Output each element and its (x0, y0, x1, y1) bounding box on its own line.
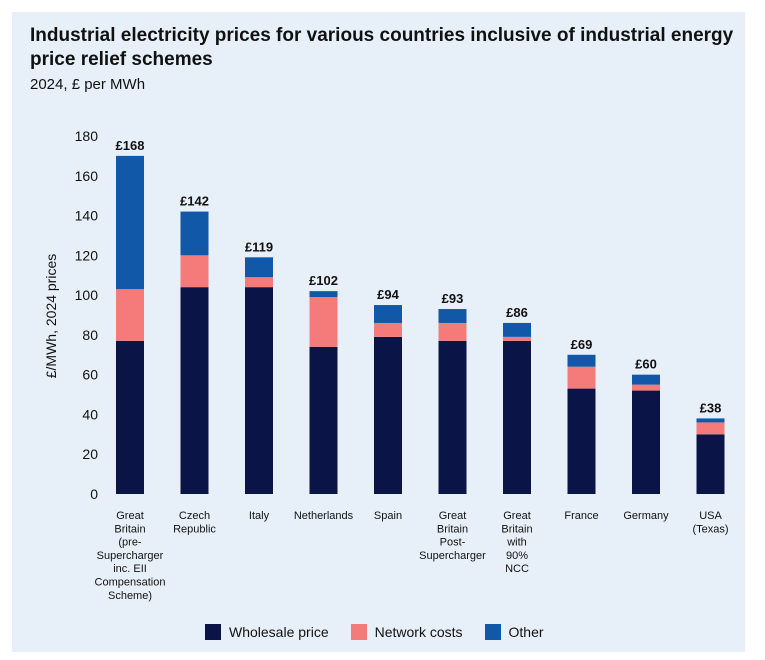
bar-chart: £/MWh, 2024 prices 0 20 40 60 80 100 120 140 160… (43, 128, 729, 602)
bar-segment (245, 277, 273, 288)
bar-segment (696, 418, 725, 423)
legend: Wholesale price Network costs Other (205, 624, 544, 640)
data-label: £102 (309, 273, 338, 288)
bar-segment (503, 336, 531, 341)
data-label: £168 (116, 138, 145, 153)
bar-segment (632, 390, 660, 494)
chart-title: Industrial electricity prices for variou… (30, 25, 734, 70)
y-tick-label: 20 (82, 446, 98, 462)
data-label: £119 (245, 239, 273, 254)
x-tick-label: Great Britain Post-Supercharger (419, 510, 486, 562)
bar-segment (116, 289, 144, 341)
x-tick-label: Czech Republic (173, 510, 216, 535)
bar-segment (503, 340, 531, 494)
y-tick-label: 140 (75, 208, 99, 224)
bar-segment (567, 354, 596, 367)
data-label: £86 (506, 305, 528, 320)
legend-swatch-wholesale (205, 624, 221, 640)
bar-segment (696, 422, 725, 435)
bar-segment (438, 340, 467, 494)
x-tick-label: Great Britain with 90% NCC (501, 510, 532, 575)
legend-swatch-other (484, 624, 501, 640)
y-tick-label: 0 (90, 486, 98, 502)
bar-segment (309, 291, 338, 298)
legend-label-network: Network costs (374, 624, 463, 640)
bar-segment (438, 309, 467, 323)
data-label: £69 (571, 337, 593, 352)
y-tick-label: 80 (82, 327, 98, 343)
data-label: £60 (635, 357, 657, 372)
x-tick-label: Great Britain (pre-Supercharger inc. EII Com… (95, 510, 166, 602)
legend-label-other: Other (508, 624, 544, 640)
bar-segment (438, 322, 467, 341)
x-tick-label: Netherlands (294, 510, 354, 522)
data-label: £93 (442, 291, 464, 306)
bar-segment (245, 257, 273, 278)
y-axis: 0 20 40 60 80 100 120 140 160 180 (75, 128, 99, 502)
bar-segment (180, 287, 209, 494)
x-tick-label: USA (Texas) (692, 510, 728, 535)
data-label: £142 (180, 194, 209, 209)
x-tick-label: France (564, 510, 598, 522)
bar-segment (696, 434, 725, 494)
bars (116, 155, 725, 494)
y-tick-label: 120 (75, 247, 99, 263)
y-tick-label: 100 (75, 287, 99, 303)
data-label: £94 (377, 287, 399, 302)
bar-segment (180, 211, 209, 256)
bar-segment (374, 305, 402, 323)
legend-item-network: Network costs (350, 624, 463, 640)
bar-segment (632, 374, 660, 385)
data-labels: £168 £142 £119 £102 £94 £93 £86 £69 £60 £38 (116, 138, 722, 416)
x-axis: Great Britain (pre-Supercharger inc. EII Com… (95, 510, 729, 602)
bar-segment (374, 322, 402, 337)
x-tick-label: Italy (249, 510, 270, 522)
bar-segment (309, 346, 338, 494)
legend-swatch-network (350, 624, 367, 640)
legend-item-other: Other (484, 624, 544, 640)
legend-label-wholesale: Wholesale price (229, 624, 329, 640)
x-tick-label: Germany (623, 510, 669, 522)
legend-item-wholesale: Wholesale price (205, 624, 329, 640)
y-tick-label: 40 (82, 406, 98, 422)
y-axis-label: £/MWh, 2024 prices (43, 254, 59, 379)
bar-segment (180, 255, 209, 288)
bar-segment (374, 336, 402, 494)
bar-segment (245, 287, 273, 494)
bar-segment (567, 388, 596, 494)
y-tick-label: 60 (82, 367, 98, 383)
x-tick-label: Spain (374, 510, 402, 522)
y-tick-label: 180 (75, 128, 99, 144)
bar-segment (567, 366, 596, 389)
bar-segment (116, 340, 144, 494)
bar-segment (309, 297, 338, 347)
chart-subtitle: 2024, £ per MWh (30, 76, 146, 93)
data-label: £38 (700, 400, 722, 415)
bar-segment (503, 322, 531, 337)
bar-segment (116, 155, 144, 290)
y-tick-label: 160 (75, 168, 99, 184)
bar-segment (632, 384, 660, 391)
